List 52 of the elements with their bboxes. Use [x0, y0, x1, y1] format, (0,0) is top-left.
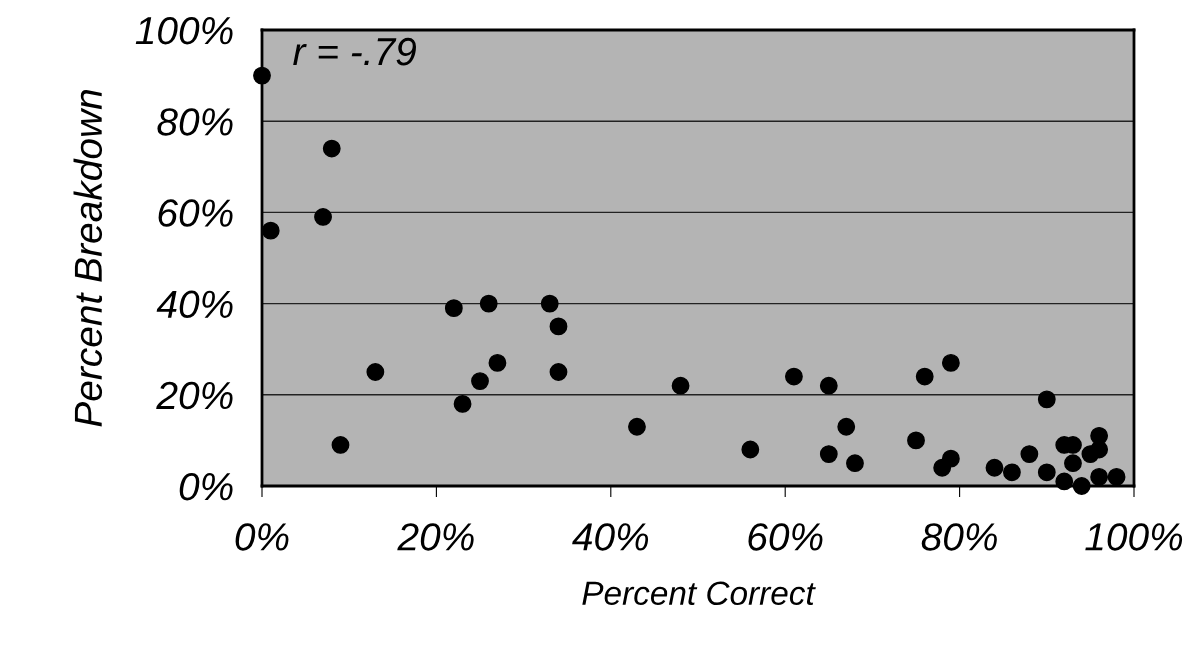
y-tick-label: 40% — [156, 290, 233, 319]
point — [453, 395, 472, 413]
point — [540, 294, 559, 313]
point — [1072, 477, 1091, 495]
point — [907, 431, 925, 450]
x-tick-label: 80% — [921, 523, 997, 551]
x-tick-label: 0% — [235, 523, 289, 551]
point — [915, 367, 934, 386]
point — [985, 458, 1004, 477]
point — [1090, 440, 1109, 459]
point — [819, 376, 838, 395]
point — [941, 353, 960, 372]
x-tick-label: 40% — [572, 523, 649, 551]
point — [488, 353, 507, 372]
point — [261, 221, 280, 240]
point — [671, 376, 690, 395]
x-tick-label: 100% — [1085, 523, 1183, 551]
point — [479, 294, 498, 313]
point — [366, 363, 385, 381]
point — [331, 436, 350, 454]
x-axis-title: Percent Correct — [582, 581, 816, 606]
y-axis-title: Percent Breakdown — [73, 90, 103, 427]
point — [444, 299, 463, 318]
point — [1003, 463, 1021, 482]
point — [549, 317, 568, 336]
y-tick-label: 20% — [156, 381, 233, 410]
x-tick-label: 60% — [748, 523, 823, 551]
point — [322, 139, 341, 158]
point — [314, 208, 332, 226]
point — [846, 454, 864, 473]
point — [549, 363, 568, 381]
point — [933, 458, 952, 477]
point — [1037, 390, 1056, 409]
y-tick-label: 0% — [179, 472, 233, 501]
y-tick-label: 100% — [135, 16, 233, 45]
point — [1090, 467, 1109, 486]
point — [837, 417, 856, 436]
x-tick-label: 20% — [397, 523, 474, 551]
point — [253, 66, 271, 85]
point — [628, 417, 646, 436]
point — [819, 445, 838, 463]
y-tick-label: 60% — [158, 199, 233, 227]
point — [1064, 454, 1082, 473]
point — [1055, 472, 1074, 491]
point — [741, 440, 760, 459]
y-tick-label: 80% — [157, 108, 233, 136]
point — [1037, 463, 1056, 482]
point — [1020, 445, 1039, 463]
point — [785, 367, 803, 386]
annotation: r = -.79 — [293, 37, 416, 66]
point — [471, 372, 489, 391]
point — [1107, 467, 1126, 486]
